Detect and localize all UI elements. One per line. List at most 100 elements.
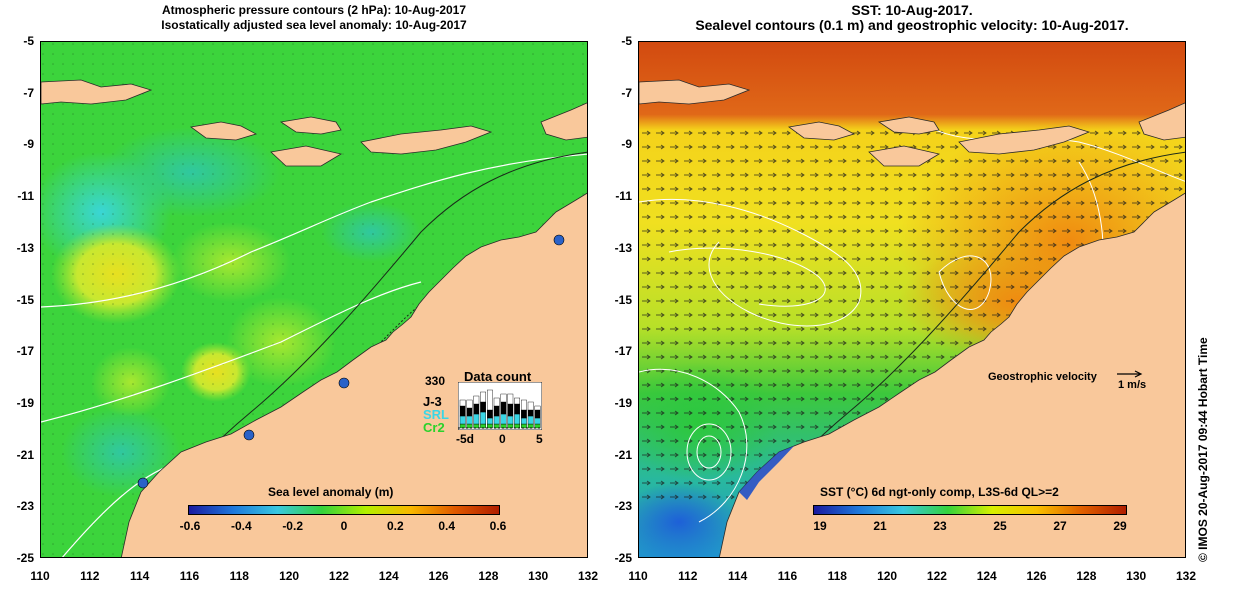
flores-island <box>877 116 940 135</box>
histogram-bar-segment <box>473 423 480 429</box>
left-y-tick-label: -21 <box>16 447 34 462</box>
histogram-bar-segment <box>493 405 500 417</box>
histogram-bar-segment <box>521 423 527 429</box>
right-x-tick-label: 122 <box>926 569 947 583</box>
australia-land <box>121 192 587 557</box>
sla-colorbar-tick-label: 0 <box>340 519 348 533</box>
histogram-bar-segment <box>466 407 473 417</box>
timor-island <box>958 125 1091 155</box>
sst-colorbar <box>813 505 1127 515</box>
sumbawa-island <box>787 121 856 141</box>
histogram-bar-segment <box>480 423 486 429</box>
sst-colorbar-tick-label: 27 <box>1053 519 1067 533</box>
right-y-tick-label: -21 <box>614 447 632 462</box>
right-x-tick-label: 118 <box>827 569 847 583</box>
sea-level-contour <box>918 121 1185 182</box>
right-x-tick-label: 130 <box>1126 569 1147 583</box>
left-x-tick-label: 132 <box>577 569 599 583</box>
small-islands <box>1138 102 1185 141</box>
tide-gauge-marker[interactable] <box>137 477 149 489</box>
sla-colorbar <box>188 505 500 515</box>
left-y-tick-label: -7 <box>23 85 34 100</box>
left-map-title: Atmospheric pressure contours (2 hPa): 1… <box>40 3 588 33</box>
histogram-bar-segment <box>500 393 507 403</box>
right-y-tick-label: -9 <box>621 137 632 152</box>
left-x-tick-label: 120 <box>279 569 300 583</box>
sla-colorbar-tick-label: 0.6 <box>489 519 507 533</box>
left-x-tick-label: 124 <box>378 569 399 583</box>
sst-colorbar-title: SST (°C) 6d ngt-only comp, L3S-6d QL>=2 <box>820 485 1059 499</box>
tide-gauge-marker[interactable] <box>553 234 565 246</box>
histogram-bar-segment <box>473 395 480 405</box>
right-y-tick-label: -7 <box>621 85 632 100</box>
right-x-tick-label: 114 <box>727 569 748 583</box>
pressure-contour <box>41 153 587 308</box>
java-island <box>639 79 751 105</box>
sst-colorbar-tick-label: 21 <box>873 519 887 533</box>
histogram-bar-segment <box>507 423 514 429</box>
histogram-bar-segment <box>514 403 521 415</box>
left-y-tick-label: -9 <box>23 137 34 152</box>
histogram-bar-segment <box>487 409 493 419</box>
left-title-line2: Isostatically adjusted sea level anomaly… <box>161 18 467 32</box>
sumba-island <box>270 145 343 167</box>
histogram-bar-segment <box>459 423 466 429</box>
sea-level-contour <box>639 368 748 523</box>
histogram-bar-segment <box>514 397 521 405</box>
velocity-scale-arrow-icon <box>1117 370 1143 378</box>
left-y-tick-label: -11 <box>17 189 34 204</box>
right-y-tick-label: -11 <box>615 189 632 204</box>
left-x-tick-label: 116 <box>179 569 200 583</box>
left-y-tick-label: -19 <box>16 395 34 410</box>
left-x-tick-label: 128 <box>478 569 499 583</box>
histogram-bar-segment <box>521 409 527 419</box>
histogram-bar-segment <box>473 413 480 425</box>
right-y-tick-label: -5 <box>621 34 632 48</box>
inset-title: Data count <box>464 369 532 384</box>
histogram-bar-segment <box>459 415 466 425</box>
sla-colorbar-tick-label: 0.4 <box>438 519 455 533</box>
histogram-bar-segment <box>487 423 493 429</box>
histogram-bar-segment <box>493 415 500 425</box>
right-x-tick-label: 126 <box>1026 569 1047 583</box>
sea-level-contour <box>639 198 862 327</box>
histogram-bar-segment <box>493 397 500 407</box>
sea-level-contour <box>668 247 826 307</box>
histogram-bar-segment <box>487 389 493 411</box>
histogram-bar-segment <box>534 409 541 419</box>
inset-count-label: 330 <box>425 374 446 388</box>
sst-velocity-map[interactable] <box>638 41 1186 558</box>
sla-colorbar-title: Sea level anomaly (m) <box>268 485 394 499</box>
sea-level-anomaly-map[interactable] <box>40 41 588 558</box>
right-y-tick-label: -19 <box>614 395 632 410</box>
histogram-bar-segment <box>466 415 473 425</box>
right-x-tick-label: 112 <box>678 569 698 583</box>
left-y-tick-label: -23 <box>16 499 34 514</box>
sea-level-contour <box>696 435 722 469</box>
pressure-contour <box>41 281 422 423</box>
tide-gauge-marker[interactable] <box>338 377 350 389</box>
histogram-bar-segment <box>527 401 534 411</box>
sumbawa-island <box>189 121 258 141</box>
left-y-tick-label: -5 <box>23 34 34 48</box>
australia-land <box>719 192 1185 557</box>
histogram-bar-segment <box>480 391 486 403</box>
sumba-island <box>868 145 941 167</box>
histogram-bar-segment <box>527 415 534 425</box>
sla-colorbar-tick-label: -0.2 <box>282 519 303 533</box>
inset-mission-j3: J-3 <box>423 394 442 409</box>
histogram-bar-segment <box>534 417 541 425</box>
sst-colorbar-tick-label: 19 <box>813 519 827 533</box>
tide-gauge-marker[interactable] <box>243 429 255 441</box>
sst-cold-coastal-strip <box>739 446 794 500</box>
histogram-bar-segment <box>480 401 486 413</box>
small-islands <box>540 102 587 141</box>
right-y-tick-label: -25 <box>614 551 632 565</box>
sst-map-canvas <box>639 42 1185 557</box>
right-x-tick-label: 128 <box>1076 569 1097 583</box>
sea-level-contour <box>938 255 992 310</box>
java-island <box>41 79 153 105</box>
histogram-bar-segment <box>500 423 507 429</box>
left-x-tick-label: 130 <box>528 569 549 583</box>
timor-island <box>360 125 493 155</box>
